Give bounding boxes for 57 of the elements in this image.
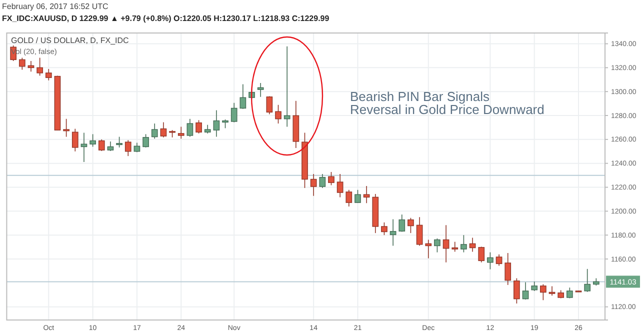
candlestick	[425, 239, 432, 259]
candlestick	[319, 174, 326, 188]
candlestick	[504, 252, 512, 286]
candlestick	[36, 57, 43, 76]
candlestick	[116, 136, 122, 148]
candlestick	[151, 123, 158, 140]
candlestick	[496, 254, 502, 266]
candlestick	[548, 286, 556, 296]
candlestick	[98, 139, 105, 152]
candlestick	[196, 120, 202, 134]
candlestick	[363, 186, 370, 204]
candlestick	[478, 246, 485, 263]
candlestick	[72, 128, 78, 152]
candlestick	[390, 218, 396, 246]
candlestick	[107, 141, 114, 152]
candlestick	[178, 126, 184, 140]
candlestick	[408, 217, 414, 234]
candlestick	[434, 238, 440, 253]
candlestick	[266, 96, 273, 115]
candlestick	[45, 68, 52, 81]
candlestick	[398, 214, 406, 232]
candlestick	[584, 268, 591, 292]
candlestick	[487, 252, 494, 270]
candlestick	[460, 234, 467, 253]
candlestick	[328, 172, 334, 186]
candlestick	[381, 222, 388, 236]
candlestick	[90, 134, 96, 148]
candlestick	[452, 241, 458, 252]
candlestick	[230, 102, 238, 123]
candlestick	[284, 46, 290, 128]
candlestick	[275, 104, 282, 124]
candlestick	[469, 237, 476, 252]
candlestick	[257, 82, 264, 98]
candlestick	[522, 282, 529, 300]
candlestick	[336, 174, 344, 198]
candlestick	[18, 57, 26, 70]
candlestick	[160, 122, 167, 138]
candlestick	[28, 60, 34, 72]
candlestick	[514, 278, 520, 304]
candlestick	[63, 118, 70, 138]
candlestick	[416, 216, 423, 246]
annotation: Bearish PIN Bar Signals Reversal in Gold Price Downward	[350, 89, 544, 117]
chart-subtitle: February 06, 2017 16:52 UTC	[2, 2, 109, 11]
candlestick	[540, 284, 546, 301]
candlestick	[213, 110, 220, 138]
candlestick	[442, 224, 450, 263]
candlestick	[354, 189, 361, 204]
candlestick	[310, 174, 317, 196]
text: FX_IDC:XAUUSD, D 1229.99 ▲ +9.79 (+0.8%) O:1220.05 H:1230.17 L:1218.93 C:1229.99	[2, 14, 330, 23]
candlestick	[531, 281, 538, 292]
candlestick	[240, 84, 246, 110]
candlestick	[124, 140, 132, 156]
candlestick	[186, 118, 194, 138]
chart-title: GOLD / US DOLLAR, D, FX_IDC	[11, 36, 130, 45]
candlestick	[346, 189, 352, 207]
candlestick	[142, 134, 149, 148]
candlestick	[80, 132, 88, 162]
